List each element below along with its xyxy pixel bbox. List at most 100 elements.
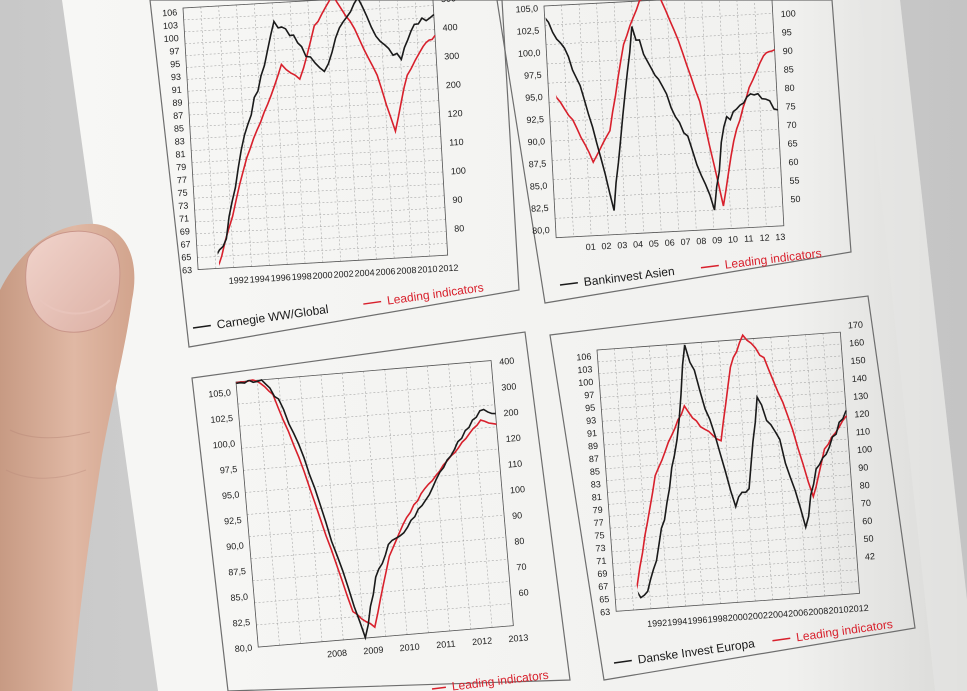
axis-tick-label: 09 — [712, 235, 723, 246]
axis-tick-label: 1992 — [228, 275, 249, 286]
axis-tick-label: 69 — [597, 568, 608, 579]
axis-tick-label: 2012 — [438, 263, 459, 274]
gridline — [597, 343, 842, 363]
axis-tick-label: 2011 — [436, 639, 456, 651]
axis-tick-label: 2004 — [768, 609, 789, 620]
axis-tick-label: 12 — [759, 233, 770, 244]
axis-tick-label: 2000 — [312, 270, 333, 281]
axis-tick-label: 75 — [785, 101, 796, 112]
axis-tick-label: 60 — [518, 587, 529, 598]
axis-tick-label: 73 — [595, 543, 606, 554]
axis-tick-label: 2012 — [848, 603, 869, 614]
gridline — [183, 5, 434, 21]
gridline — [666, 0, 679, 232]
fund-line — [196, 0, 435, 267]
gridline — [606, 462, 850, 481]
axis-tick-label: 92,5 — [526, 114, 544, 125]
axis-tick-label: 91 — [171, 85, 182, 96]
axis-tick-label: 91 — [587, 428, 598, 439]
axis-tick-label: 100 — [780, 8, 796, 19]
axis-tick-label: 97 — [584, 390, 595, 401]
axis-tick-label: 70 — [786, 120, 797, 131]
axis-tick-label: 100 — [510, 484, 526, 495]
leading-indicators-line — [235, 378, 497, 629]
axis-tick-label: 102,5 — [517, 25, 540, 36]
axis-tick-label: 87 — [589, 454, 600, 465]
gridline — [187, 64, 437, 80]
axis-tick-label: 90 — [858, 462, 869, 473]
axis-tick-label: 100 — [578, 377, 594, 388]
axis-tick-label: 87,5 — [228, 566, 246, 577]
axis-tick-label: 2008 — [396, 265, 417, 276]
axis-tick-label: 02 — [601, 241, 612, 252]
chart-panel-bottom-left: 105,0 102,5 100,0 97,5 95,0 92,5 90,0 87,5 85,0 8… — [191, 331, 571, 691]
axis-tick-label: 67 — [598, 581, 609, 592]
axis-tick-label: 73 — [178, 201, 189, 212]
axis-tick-label: 07 — [680, 237, 691, 248]
gridline — [613, 2, 627, 235]
gridline — [718, 0, 732, 229]
axis-tick-label: 80 — [514, 536, 525, 547]
gridline — [603, 415, 847, 434]
panel-border — [496, 0, 852, 304]
axis-tick-label: 2006 — [788, 607, 809, 618]
gridline — [193, 171, 443, 187]
axis-tick-label: 60 — [788, 157, 799, 168]
gridline — [602, 403, 846, 422]
axis-tick-label: 71 — [179, 213, 190, 224]
axis-tick-label: 89 — [172, 97, 183, 108]
gridline — [245, 470, 501, 493]
gridline — [187, 76, 438, 92]
gridline — [189, 112, 440, 128]
gridline — [598, 355, 843, 375]
gridline — [186, 52, 437, 68]
axis-tick-label: 50 — [863, 533, 874, 544]
gridline — [607, 474, 851, 493]
axis-tick-label: 87 — [173, 110, 184, 121]
axis-tick-label: 92,5 — [224, 515, 242, 526]
gridline — [195, 207, 445, 223]
leading-indicators-line — [196, 0, 436, 270]
axis-tick-label: 2002 — [333, 269, 354, 280]
gridline — [252, 559, 508, 582]
axis-tick-label: 75 — [177, 188, 188, 199]
panel-border — [149, 0, 520, 348]
axis-tick-label: 82,5 — [531, 203, 549, 214]
axis-tick-label: 80,0 — [532, 225, 550, 236]
axis-tick-label: 105,0 — [208, 387, 231, 399]
gridline — [611, 533, 856, 553]
axis-tick-label: 77 — [593, 517, 604, 528]
axis-tick-label: 79 — [592, 505, 603, 516]
axis-tick-label: 90 — [452, 194, 463, 205]
axis-tick-label: 130 — [853, 391, 869, 402]
axis-tick-label: 89 — [588, 441, 599, 452]
axis-tick-label: 55 — [789, 175, 800, 186]
gridline — [600, 379, 844, 398]
axis-tick-label: 80,0 — [234, 643, 252, 654]
axis-tick-label: 2010 — [399, 642, 420, 654]
axis-tick-label: 70 — [516, 562, 527, 573]
axis-tick-label: 120 — [447, 108, 463, 119]
gridline — [469, 362, 493, 628]
axis-tick-label: 81 — [175, 149, 186, 160]
axis-tick-label: 69 — [180, 226, 191, 237]
axis-tick-label: 2012 — [472, 635, 493, 647]
axis-tick-label: 97,5 — [219, 464, 237, 475]
axis-tick-label: 85,0 — [230, 592, 248, 603]
axis-tick-label: 83 — [590, 479, 601, 490]
axis-tick-label: 71 — [596, 556, 607, 567]
axis-tick-label: 63 — [600, 607, 611, 618]
gridline — [192, 159, 443, 175]
axis-tick-label: 170 — [848, 319, 864, 330]
paper-page — [62, 0, 967, 691]
axis-tick-label: 63 — [182, 265, 193, 276]
axis-tick-label: 82,5 — [232, 617, 250, 628]
axis-tick-label: 300 — [501, 381, 517, 392]
axis-tick-label: 80 — [784, 83, 795, 94]
gridline — [193, 183, 444, 199]
gridline — [604, 438, 849, 458]
axis-tick-label: 1998 — [707, 613, 728, 624]
axis-tick-label: 200 — [446, 79, 462, 90]
axis-tick-label: 83 — [174, 136, 185, 147]
panel-border — [191, 331, 571, 691]
